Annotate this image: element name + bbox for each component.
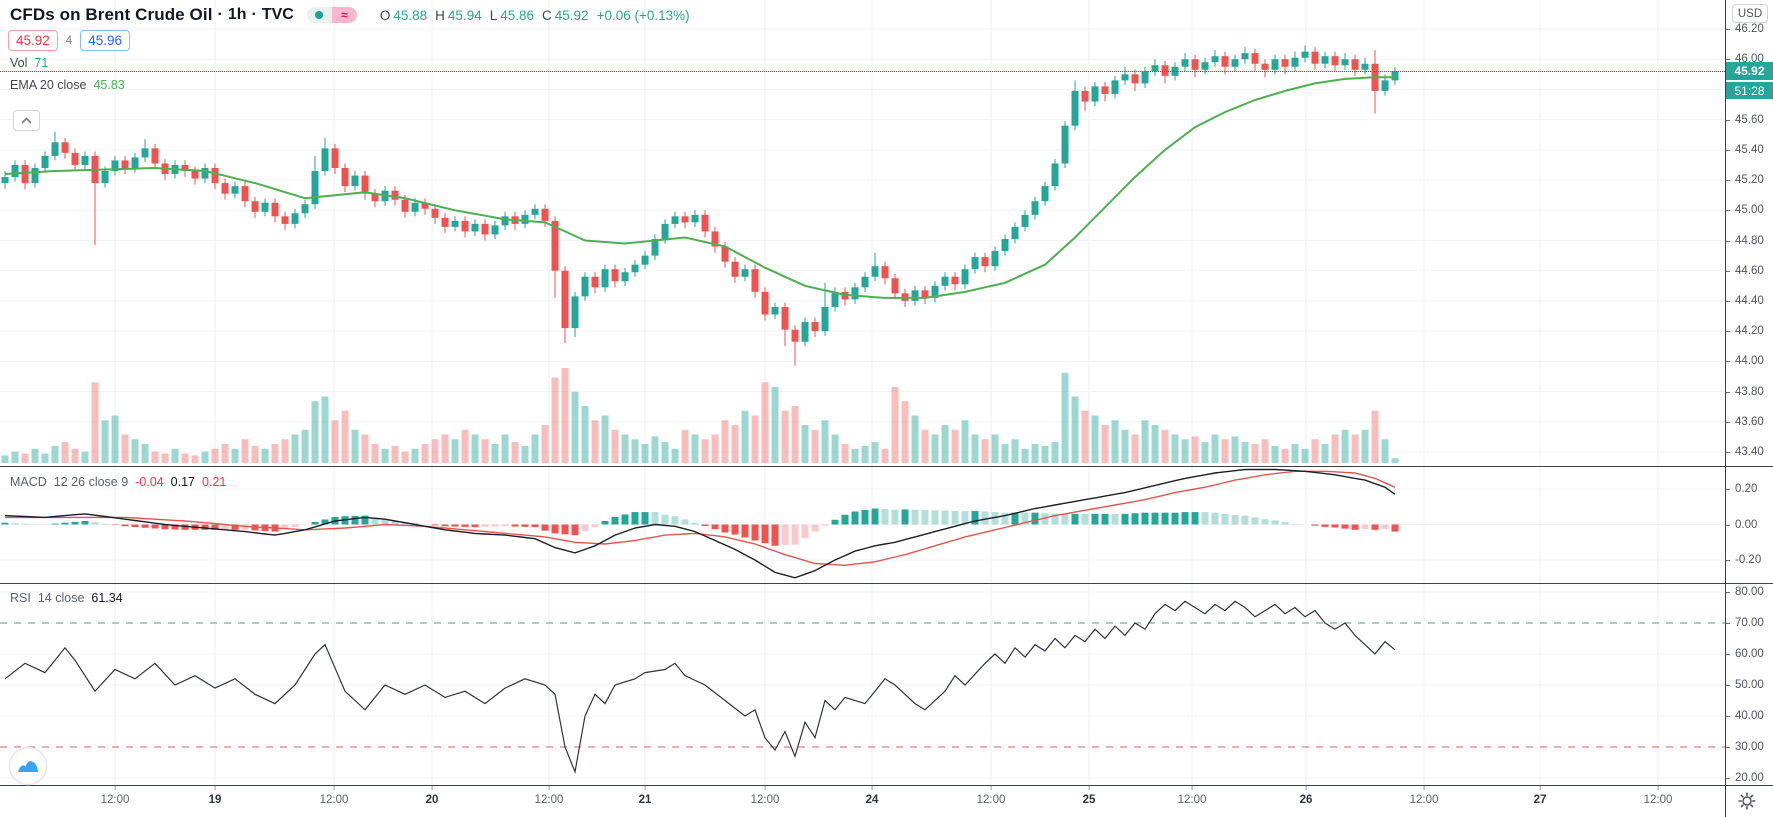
- chart-canvas: [0, 0, 1725, 785]
- axis-tick-label: 44.20: [1726, 324, 1773, 338]
- rsi-params: 14 close: [37, 591, 85, 605]
- ema-value: 45.83: [93, 78, 125, 92]
- mountain-logo-icon: [8, 746, 48, 786]
- time-tick-day-label: 19: [208, 786, 222, 806]
- tradingview-logo[interactable]: [8, 746, 48, 786]
- axis-tick-label: 70.00: [1726, 616, 1773, 630]
- panel-divider-macd[interactable]: [0, 466, 1773, 467]
- axis-tick-label: 45.20: [1726, 173, 1773, 187]
- time-tick-day-label: 26: [1299, 786, 1313, 806]
- chevron-up-icon: [21, 117, 32, 124]
- axis-tick-label: 50.00: [1726, 678, 1773, 692]
- bar-countdown-badge: 51:28: [1726, 81, 1773, 99]
- exchange-label: TVC: [261, 6, 294, 23]
- axis-tick-label: 45.60: [1726, 113, 1773, 127]
- rsi-value: 61.34: [91, 591, 123, 605]
- macd-hist-value: -0.04: [135, 475, 164, 489]
- open-value: 45.88: [393, 7, 428, 23]
- close-value: 45.92: [554, 7, 589, 23]
- ema-legend[interactable]: EMA 20 close 45.83: [10, 78, 125, 92]
- delayed-data-icon[interactable]: ≈: [331, 7, 357, 23]
- time-tick-day-label: 20: [425, 786, 439, 806]
- rsi-name: RSI: [10, 591, 31, 605]
- axis-tick-label: 44.80: [1726, 234, 1773, 248]
- rsi-legend[interactable]: RSI 14 close 61.34: [10, 591, 123, 605]
- close-label: C: [542, 7, 552, 23]
- market-status-pill[interactable]: ≈: [306, 7, 357, 23]
- time-tick-day-label: 25: [1082, 786, 1096, 806]
- time-axis[interactable]: 12:00 19 12:00 20 12:00 21 12:00 24 12:00 25 12:00…: [0, 786, 1773, 817]
- market-open-dot-icon[interactable]: [306, 7, 332, 23]
- axis-tick-label: 80.00: [1726, 585, 1773, 599]
- panel-divider-rsi[interactable]: [0, 583, 1773, 584]
- axis-tick-label: 45.00: [1726, 203, 1773, 217]
- last-price-line: [0, 71, 1725, 72]
- macd-signal-value: 0.21: [202, 475, 227, 489]
- ask-button[interactable]: 45.96: [80, 30, 130, 51]
- axis-tick-label: 20.00: [1726, 771, 1773, 785]
- volume-label: Vol: [10, 56, 28, 70]
- axis-tick-label: 40.00: [1726, 709, 1773, 723]
- price-axis-border: [1725, 0, 1726, 817]
- volume-value: 71: [34, 56, 49, 70]
- time-tick-day-label: 21: [638, 786, 652, 806]
- title-separator: ·: [251, 6, 257, 23]
- bid-ask-row: 45.92 4 45.96: [8, 30, 130, 51]
- last-price-badge: 45.92: [1726, 62, 1773, 80]
- symbol-legend: CFDs on Brent Crude Oil · 1h · TVC ≈ O 4…: [10, 5, 690, 25]
- volume-legend[interactable]: Vol 71: [10, 56, 48, 70]
- price-axis[interactable]: USD 45.92 51:28 46.2046.0045.8045.6045.4…: [1726, 0, 1773, 785]
- macd-line-value: 0.17: [170, 475, 196, 489]
- ema-label: EMA 20 close: [10, 78, 87, 92]
- time-tick-label: 12:00: [100, 786, 130, 806]
- interval-label[interactable]: 1h: [227, 6, 247, 23]
- macd-name: MACD: [10, 475, 47, 489]
- time-tick-label: 12:00: [750, 786, 780, 806]
- axis-tick-label: 44.40: [1726, 294, 1773, 308]
- low-label: L: [489, 7, 498, 23]
- time-tick-day-label: 24: [865, 786, 879, 806]
- time-tick-label: 12:00: [319, 786, 349, 806]
- gear-icon[interactable]: [1737, 791, 1757, 811]
- change-value: +0.06 (+0.13%): [596, 7, 690, 23]
- ohlc-values: O 45.88 H 45.94 L 45.86 C 45.92 +0.06 (+…: [380, 8, 690, 23]
- axis-tick-label: 43.40: [1726, 445, 1773, 459]
- time-tick-day-label: 27: [1533, 786, 1547, 806]
- time-tick-label: 12:00: [534, 786, 564, 806]
- macd-params: 12 26 close 9: [53, 475, 129, 489]
- high-label: H: [435, 7, 445, 23]
- bid-button[interactable]: 45.92: [8, 30, 58, 51]
- axis-tick-label: -0.20: [1726, 553, 1773, 567]
- axis-tick-label: 44.60: [1726, 264, 1773, 278]
- axis-tick-label: 44.00: [1726, 354, 1773, 368]
- time-tick-label: 12:00: [976, 786, 1006, 806]
- open-label: O: [379, 7, 391, 23]
- chart-plot[interactable]: CFDs on Brent Crude Oil · 1h · TVC ≈ O 4…: [0, 0, 1725, 786]
- collapse-legend-button[interactable]: [13, 110, 40, 131]
- axis-tick-label: 45.40: [1726, 143, 1773, 157]
- axis-tick-label: 60.00: [1726, 647, 1773, 661]
- axis-tick-label: 0.20: [1726, 482, 1773, 496]
- high-value: 45.94: [447, 7, 482, 23]
- spread-value: 4: [65, 34, 73, 47]
- axis-tick-label: 46.20: [1726, 22, 1773, 36]
- currency-button[interactable]: USD: [1732, 4, 1768, 23]
- low-value: 45.86: [500, 7, 535, 23]
- axis-tick-label: 43.80: [1726, 385, 1773, 399]
- title-separator: ·: [217, 6, 223, 23]
- axis-tick-label: 0.00: [1726, 518, 1773, 532]
- axis-tick-label: 43.60: [1726, 415, 1773, 429]
- time-axis-border: [0, 785, 1773, 786]
- time-tick-label: 12:00: [1643, 786, 1673, 806]
- macd-legend[interactable]: MACD 12 26 close 9 -0.04 0.17 0.21: [10, 475, 226, 489]
- symbol-title[interactable]: CFDs on Brent Crude Oil: [10, 5, 213, 24]
- time-tick-label: 12:00: [1409, 786, 1439, 806]
- axis-tick-label: 30.00: [1726, 740, 1773, 754]
- time-tick-label: 12:00: [1177, 786, 1207, 806]
